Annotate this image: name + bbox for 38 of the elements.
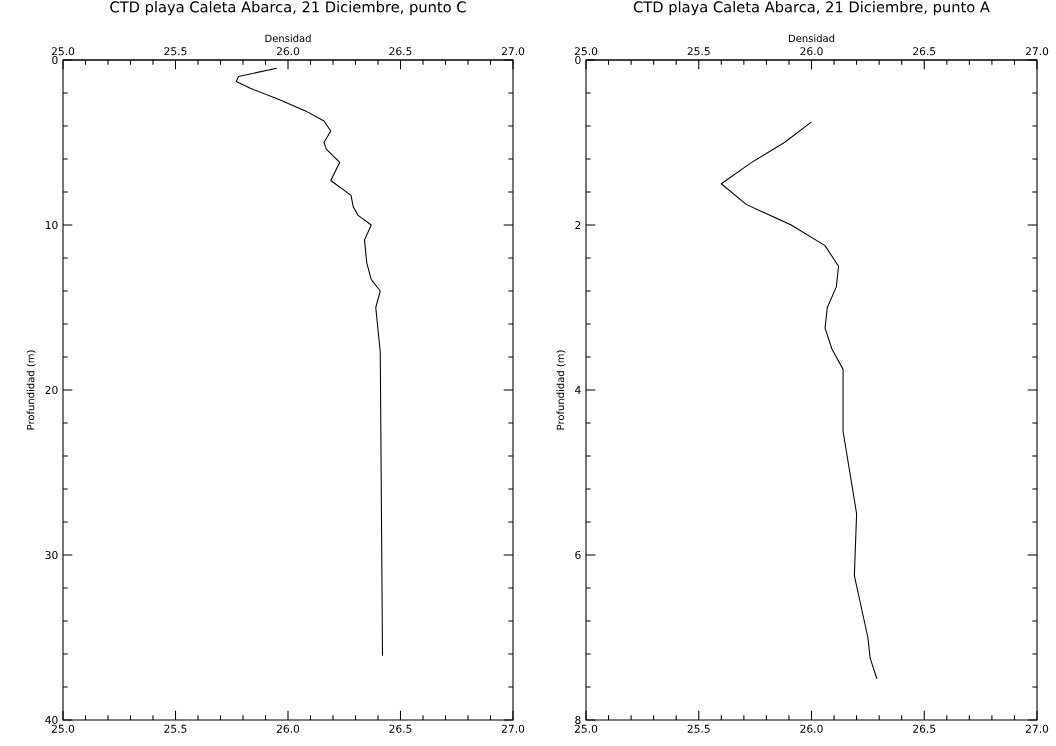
y-tick-label: 2 xyxy=(575,221,581,229)
y-tick-label: 0 xyxy=(52,55,58,65)
line-series xyxy=(235,67,384,657)
x2-tick-label: 26.0 xyxy=(800,47,823,56)
x-tick-label: 25.0 xyxy=(51,724,75,733)
x-tick-label: 26.5 xyxy=(389,724,412,733)
x-tick-label: 25.5 xyxy=(687,724,710,733)
x2-tick-label: 26.5 xyxy=(913,47,936,56)
y-tick-label: 10 xyxy=(45,220,58,230)
x-tick-label: 26.0 xyxy=(800,724,823,733)
y-tick-label: 40 xyxy=(45,715,58,725)
y-tick-label: 20 xyxy=(45,385,58,395)
x-tick-label: 27.0 xyxy=(1025,724,1049,733)
x2-tick-label: 25.0 xyxy=(51,47,75,56)
x2-tick-label: 25.5 xyxy=(164,47,187,56)
y-tick-label: 30 xyxy=(45,550,58,560)
x-tick-label: 25.5 xyxy=(164,724,187,733)
y-tick-label: 8 xyxy=(575,715,581,725)
x2-tick-label: 25.5 xyxy=(687,47,710,56)
x2-axis-title: Densidad xyxy=(788,34,835,43)
chart-title: CTD playa Caleta Abarca, 21 Diciembre, punto C xyxy=(110,1,466,16)
x-tick-label: 26.0 xyxy=(276,724,300,733)
x-tick-label: 27.0 xyxy=(501,724,525,733)
y-axis-title: Profundidad (m) xyxy=(26,350,36,430)
x-tick-label: 26.5 xyxy=(913,724,936,733)
y-tick-label: 4 xyxy=(575,386,581,394)
x2-tick-label: 27.0 xyxy=(501,47,525,56)
x2-axis-title: Densidad xyxy=(265,34,311,43)
x-tick-label: 25.0 xyxy=(574,724,598,733)
y-axis-title: Profundidad (m) xyxy=(556,350,566,430)
x2-tick-label: 25.0 xyxy=(574,47,598,56)
line-series xyxy=(720,121,878,680)
x2-tick-label: 26.5 xyxy=(389,47,412,56)
y-tick-label: 0 xyxy=(575,55,581,65)
x2-tick-label: 27.0 xyxy=(1025,47,1049,56)
y-tick-label: 6 xyxy=(575,550,581,560)
x2-tick-label: 26.0 xyxy=(276,47,300,56)
chart-title: CTD playa Caleta Abarca, 21 Diciembre, punto A xyxy=(633,1,990,16)
